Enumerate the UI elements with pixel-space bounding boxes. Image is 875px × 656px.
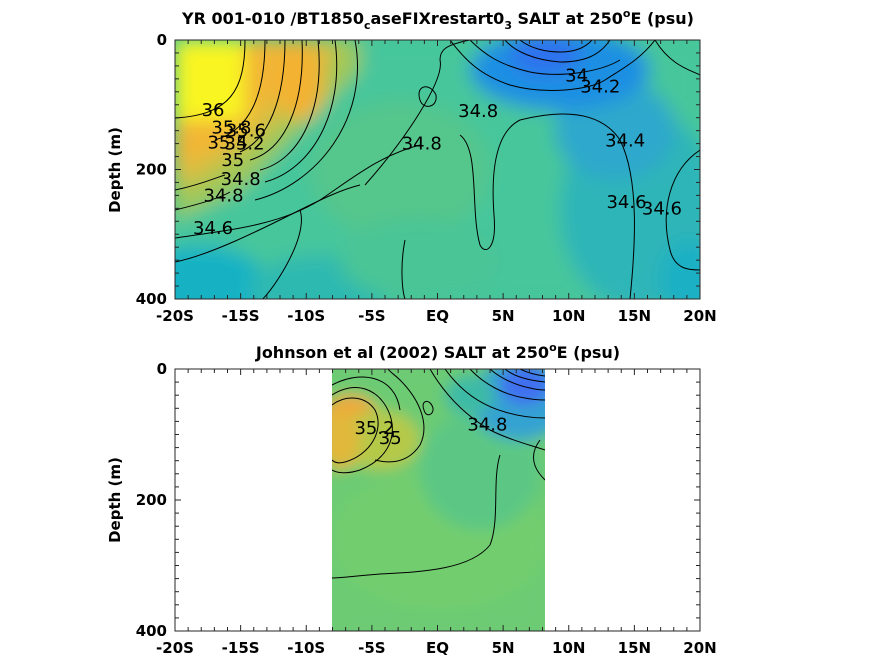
contour-label: 34.6 — [642, 198, 682, 219]
contour-label: 34.6 — [606, 192, 646, 213]
field-blobs-observed — [332, 369, 545, 631]
contour-labels-model: 3635.835.635.435.23534.834.834.634.834.8… — [193, 66, 682, 239]
panel-model: YR 001-010 /BT1850caseFIXrestart03 SALT … — [106, 7, 717, 325]
x-tick-label: -10S — [287, 307, 325, 325]
title-model: YR 001-010 /BT1850caseFIXrestart03 SALT … — [181, 7, 694, 32]
x-tick-label: 10N — [552, 307, 585, 325]
contour-label: 34 — [565, 66, 588, 87]
contour-lines-model — [175, 40, 700, 299]
contour-label: 34.8 — [458, 101, 498, 122]
contour-label: 35.2 — [354, 418, 394, 439]
contour-labels-observed: 35.235 34.8 — [354, 415, 507, 449]
contour-label: 35.8 — [211, 117, 251, 138]
y-tick-label: 200 — [136, 491, 167, 509]
contour-label: 34.8 — [402, 134, 442, 155]
x-tick-label: 20N — [683, 639, 716, 656]
y-axis-label-model: Depth (m) — [106, 127, 124, 213]
x-tick-label: EQ — [426, 307, 449, 325]
y-tick-label: 200 — [136, 161, 167, 179]
x-tick-label: -20S — [156, 307, 194, 325]
x-tick-label: -15S — [222, 639, 260, 656]
panel-observed: Johnson et al (2002) SALT at 250oE (psu) — [106, 341, 717, 656]
contour-label: 34.8 — [221, 169, 261, 190]
contour-lines-observed — [332, 369, 545, 579]
contour-label: 34.8 — [467, 415, 507, 436]
contour-label: 36 — [202, 100, 225, 121]
y-tick-label: 0 — [157, 31, 167, 49]
x-tick-label: EQ — [426, 639, 449, 656]
x-tick-label: 20N — [683, 307, 716, 325]
contour-label: 34.6 — [193, 218, 233, 239]
contour-label: 35.6 — [226, 121, 266, 142]
contour-label: 35.4 — [207, 132, 247, 153]
x-tick-label: -15S — [222, 307, 260, 325]
x-tick-label: 15N — [618, 639, 651, 656]
x-tick-label: -10S — [287, 639, 325, 656]
y-axis-label-observed: Depth (m) — [106, 457, 124, 543]
contour-label: 34.4 — [605, 130, 645, 151]
salinity-field-model — [175, 40, 700, 299]
salinity-field-observed — [332, 369, 545, 631]
y-ticks-model: 0 200 400 — [136, 31, 700, 308]
y-tick-label: 400 — [136, 290, 167, 308]
y-ticks-observed: 0 200 400 — [136, 360, 700, 640]
x-tick-label: -20S — [156, 639, 194, 656]
x-ticks-observed: -20S -15S -10S -5S EQ 5N 10N 15N 20N — [156, 369, 717, 656]
contour-label: 35 — [221, 150, 244, 171]
y-tick-label: 400 — [136, 622, 167, 640]
contour-label: 35.2 — [225, 134, 265, 155]
field-blobs — [175, 40, 700, 299]
contour-label: 35 — [379, 428, 402, 449]
contour-label: 34.2 — [580, 77, 620, 98]
title-observed: Johnson et al (2002) SALT at 250oE (psu) — [255, 341, 620, 362]
y-tick-label: 0 — [157, 360, 167, 378]
x-tick-label: 5N — [492, 639, 515, 656]
x-tick-label: 10N — [552, 639, 585, 656]
contour-label: 34.8 — [204, 185, 244, 206]
x-tick-label: 5N — [492, 307, 515, 325]
x-tick-label: -5S — [358, 307, 385, 325]
x-tick-label: -5S — [358, 639, 385, 656]
x-tick-label: 15N — [618, 307, 651, 325]
x-ticks-model: -20S -15S -10S -5S EQ 5N 10N 15N 20N — [156, 40, 717, 325]
